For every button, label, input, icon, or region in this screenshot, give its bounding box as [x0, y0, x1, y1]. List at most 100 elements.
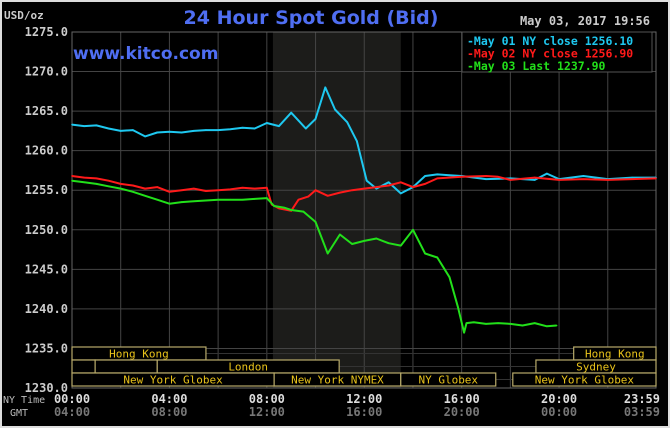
- y-tick-label: 1235.0: [25, 341, 68, 355]
- data-point: [655, 177, 657, 180]
- data-point: [324, 86, 327, 89]
- data-point: [217, 198, 219, 201]
- data-point: [497, 175, 499, 178]
- x-tick-label-gmt: 04:00: [54, 405, 90, 419]
- session-label: NY Globex: [418, 374, 478, 387]
- data-point: [448, 174, 451, 176]
- data-point: [363, 187, 366, 190]
- y-tick-label: 1255.0: [25, 183, 68, 197]
- ny-time-row-label: NY Time: [3, 395, 45, 406]
- y-tick-label: 1245.0: [25, 262, 68, 276]
- data-point: [283, 206, 285, 209]
- data-point: [521, 324, 524, 327]
- data-point: [229, 128, 232, 131]
- x-tick-label-gmt: 20:00: [444, 405, 480, 419]
- session-label: Hong Kong: [109, 348, 169, 361]
- data-point: [192, 187, 195, 190]
- data-point: [485, 175, 487, 177]
- data-point: [95, 124, 98, 127]
- data-point: [546, 325, 548, 328]
- data-point: [278, 125, 280, 127]
- data-point: [119, 130, 122, 132]
- x-tick-label-ny: 08:00: [249, 392, 285, 406]
- data-point: [156, 198, 159, 201]
- data-point: [326, 252, 329, 255]
- data-point: [346, 121, 348, 123]
- y-tick-label: 1265.0: [25, 104, 68, 118]
- session-bar: [512, 372, 657, 387]
- data-point: [339, 233, 341, 236]
- data-point: [457, 306, 459, 309]
- data-point: [314, 118, 317, 120]
- data-point: [424, 252, 426, 255]
- data-point: [83, 181, 85, 184]
- data-point: [217, 129, 219, 131]
- data-point: [205, 199, 207, 202]
- data-point: [290, 209, 292, 211]
- data-point: [278, 207, 280, 210]
- data-point: [533, 322, 536, 324]
- series-lines: [71, 86, 657, 334]
- data-point: [253, 127, 256, 130]
- data-point: [71, 179, 73, 182]
- data-point: [192, 200, 195, 203]
- data-point: [95, 177, 98, 180]
- data-point: [107, 179, 110, 182]
- data-point: [266, 187, 268, 189]
- data-point: [168, 191, 171, 193]
- data-point: [119, 183, 122, 185]
- data-point: [631, 178, 633, 180]
- timestamp: May 03, 2017 19:56: [520, 14, 650, 28]
- data-point: [412, 228, 414, 231]
- data-point: [217, 189, 219, 192]
- data-point: [485, 323, 487, 325]
- data-point: [144, 135, 146, 138]
- data-point: [205, 129, 207, 131]
- data-point: [144, 187, 146, 190]
- legend-box: [461, 31, 653, 73]
- data-point: [297, 198, 300, 201]
- data-point: [302, 210, 305, 213]
- data-point: [241, 198, 244, 201]
- data-point: [326, 194, 329, 197]
- data-point: [83, 125, 85, 127]
- data-point: [192, 130, 195, 132]
- data-point: [497, 322, 499, 324]
- data-point: [509, 323, 512, 325]
- data-point: [180, 131, 183, 134]
- session-label: Hong Kong: [585, 348, 645, 361]
- y-tick-label: 1275.0: [25, 25, 68, 39]
- data-point: [132, 191, 134, 193]
- data-point: [631, 176, 633, 179]
- legend: -May 01 NY close 1256.10-May 02 NY close…: [467, 34, 633, 73]
- session-label: Sydney: [576, 361, 616, 374]
- data-point: [107, 127, 110, 130]
- data-point: [205, 190, 207, 192]
- gmt-row-label: GMT: [10, 408, 28, 419]
- data-point: [314, 189, 317, 192]
- legend-entry: -May 02 NY close 1256.90: [467, 47, 633, 61]
- data-point: [399, 192, 402, 195]
- data-point: [375, 186, 378, 188]
- data-point: [266, 197, 268, 199]
- data-point: [304, 127, 307, 130]
- y-tick-label: 1270.0: [25, 65, 68, 79]
- data-point: [83, 176, 85, 179]
- data-point: [582, 175, 585, 177]
- x-tick-label-ny: 16:00: [444, 392, 480, 406]
- session-label: London: [228, 361, 268, 374]
- data-point: [436, 256, 439, 259]
- data-point: [509, 179, 512, 181]
- data-point: [119, 187, 122, 190]
- data-point: [297, 119, 300, 122]
- data-point: [424, 175, 426, 177]
- data-point: [253, 187, 256, 190]
- data-point: [132, 184, 134, 187]
- session-bar: [94, 359, 158, 374]
- data-point: [465, 322, 468, 324]
- x-tick-label-ny: 04:00: [151, 392, 187, 406]
- x-tick-label-gmt: 12:00: [249, 405, 285, 419]
